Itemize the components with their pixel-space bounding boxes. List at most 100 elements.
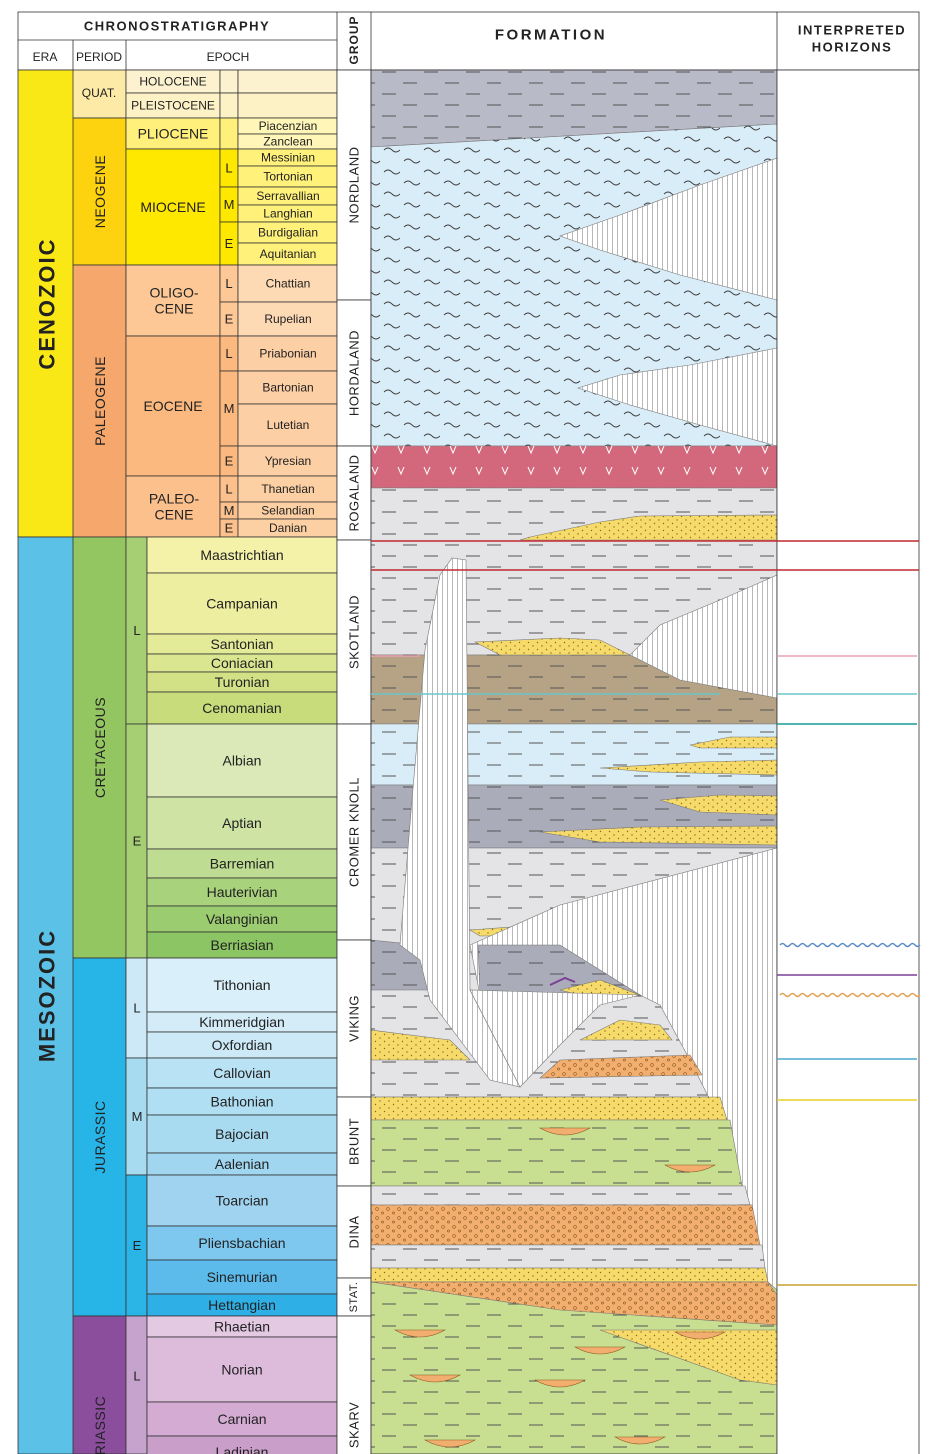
stage-cell <box>146 1087 338 1116</box>
subepoch-label: E <box>225 236 234 251</box>
horizons-frame <box>776 69 920 1454</box>
stage-label: Carnian <box>217 1411 266 1427</box>
epoch-cell <box>219 69 239 94</box>
period-label: NEOGENE <box>92 155 108 229</box>
lithology-texture <box>371 1268 768 1282</box>
group-cell <box>336 1185 372 1279</box>
unconformity-line <box>779 942 921 948</box>
lithology-texture <box>371 1282 777 1454</box>
group-label: SKARV <box>347 1402 362 1448</box>
stage-label: Danian <box>269 521 307 535</box>
channel-lens <box>533 1379 587 1388</box>
epoch-cell <box>237 92 338 119</box>
stage-cell <box>146 1031 338 1059</box>
group-label: DINA <box>347 1215 362 1248</box>
subepoch-label: M <box>224 197 235 212</box>
stage-cell <box>146 1057 338 1089</box>
lithology-texture <box>371 1030 470 1060</box>
stage-cell <box>237 301 338 337</box>
stage-label: Santonian <box>210 636 273 652</box>
stage-cell <box>146 848 338 879</box>
lithology-texture <box>371 1097 727 1120</box>
stage-cell <box>146 536 338 574</box>
stage-label: Zanclean <box>263 135 312 149</box>
stage-cell <box>146 1259 338 1295</box>
stage-cell <box>146 796 338 850</box>
stage-label: Bartonian <box>262 381 313 395</box>
subepoch-label: L <box>133 623 140 638</box>
period-cell <box>73 1315 126 1454</box>
stage-label: Campanian <box>206 596 278 612</box>
era-cell <box>17 536 74 1454</box>
epoch-label: PLIOCENE <box>138 126 209 142</box>
subepoch-label: L <box>225 276 232 291</box>
period-cell <box>73 264 126 538</box>
stage-label: Aptian <box>222 815 262 831</box>
header-title: HORIZONS <box>812 40 893 55</box>
subepoch-label: L <box>225 482 232 497</box>
group-label: VIKING <box>347 995 362 1042</box>
group-label: ROGALAND <box>347 455 362 532</box>
stage-label: Maastrichtian <box>200 547 283 563</box>
stage-label: Valanginian <box>206 911 278 927</box>
subepoch-label: L <box>225 161 232 176</box>
stage-label: Tortonian <box>263 170 312 184</box>
header-label: GROUP <box>347 15 361 64</box>
channel-lens <box>538 1127 592 1136</box>
epoch-cell <box>125 335 221 477</box>
header-label: EPOCH <box>207 50 250 64</box>
stage-label: Langhian <box>263 207 312 221</box>
stage-label: Rupelian <box>264 312 311 326</box>
lithology-texture <box>600 760 777 775</box>
lithology-texture <box>600 1330 777 1385</box>
stage-cell <box>146 1174 338 1227</box>
epoch-label: EOCENE <box>143 398 202 414</box>
epoch-label: CENE <box>155 301 194 317</box>
period-label: CRETACEOUS <box>92 697 108 798</box>
stage-label: Priabonian <box>259 347 316 361</box>
channel-lens <box>573 1346 627 1355</box>
epoch-label: PALEO- <box>149 491 200 507</box>
lithology-detail <box>549 976 576 986</box>
epoch-cell <box>125 148 221 266</box>
stage-label: Berriasian <box>210 937 273 953</box>
stage-label: Hettangian <box>208 1297 276 1313</box>
lithology-texture <box>560 158 777 300</box>
period-label: TRIASSIC <box>92 1396 108 1454</box>
channel-lens <box>393 1329 447 1338</box>
stage-label: Ypresian <box>265 454 311 468</box>
header-title: INTERPRETED <box>798 23 906 38</box>
stage-label: Tithonian <box>213 977 270 993</box>
lithology-texture <box>371 446 777 488</box>
epoch-label: HOLOCENE <box>139 75 206 89</box>
stage-label: Turonian <box>215 674 270 690</box>
stage-label: Selandian <box>261 504 314 518</box>
channel-lens <box>408 1374 462 1383</box>
stage-label: Kimmeridgian <box>199 1014 285 1030</box>
subepoch-label: L <box>133 1369 140 1384</box>
stage-label: Piacenzian <box>259 119 318 133</box>
group-cell <box>336 69 372 301</box>
header-title: FORMATION <box>495 27 607 44</box>
period-cell <box>73 117 126 266</box>
formation-column <box>371 70 777 1454</box>
stage-cell <box>146 957 338 1013</box>
era-label: MESOZOIC <box>35 929 60 1062</box>
period-label: JURASSIC <box>92 1100 108 1173</box>
subepoch-label: M <box>224 401 235 416</box>
stage-label: Thanetian <box>261 482 314 496</box>
lithology-texture <box>371 70 777 147</box>
period-label: QUAT. <box>82 86 116 100</box>
stage-cell <box>146 1336 338 1403</box>
group-label: BRUNT <box>347 1118 362 1165</box>
lithology-texture <box>520 515 777 540</box>
subepoch-label: E <box>133 834 142 849</box>
group-cell <box>336 539 372 725</box>
subepoch-label: M <box>132 1109 143 1124</box>
lithology-texture <box>630 575 777 698</box>
stage-label: Aquitanian <box>260 247 317 261</box>
lithology-texture <box>690 737 777 748</box>
group-cell <box>336 1315 372 1454</box>
lithology-texture <box>475 638 630 655</box>
